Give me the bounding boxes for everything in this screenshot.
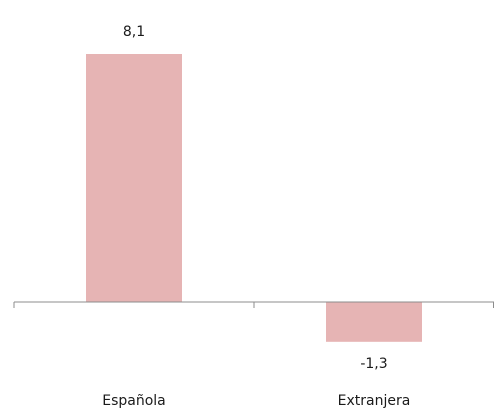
data-label-1: -1,3 bbox=[360, 356, 387, 372]
category-label-0: Española bbox=[102, 393, 166, 409]
bar-0 bbox=[86, 54, 182, 302]
labels-group: 8,1 Española -1,3 Extranjera bbox=[102, 24, 410, 409]
bars-group bbox=[86, 54, 422, 342]
category-label-1: Extranjera bbox=[338, 393, 411, 409]
bar-1 bbox=[326, 302, 422, 342]
data-label-0: 8,1 bbox=[123, 24, 145, 40]
